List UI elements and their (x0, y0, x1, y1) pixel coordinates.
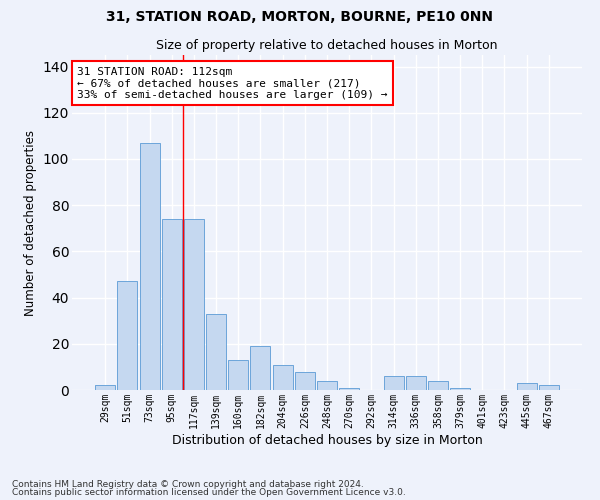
Bar (317, 381, 337, 390)
Text: Contains public sector information licensed under the Open Government Licence v3: Contains public sector information licen… (12, 488, 406, 497)
Bar (228, 360, 248, 390)
Bar (339, 388, 359, 390)
Bar (406, 376, 426, 390)
Title: Size of property relative to detached houses in Morton: Size of property relative to detached ho… (156, 40, 498, 52)
Bar (118, 282, 137, 390)
Bar (517, 383, 536, 390)
Bar (383, 376, 404, 390)
Bar (428, 381, 448, 390)
Bar (184, 219, 204, 390)
Text: Contains HM Land Registry data © Crown copyright and database right 2024.: Contains HM Land Registry data © Crown c… (12, 480, 364, 489)
Bar (295, 372, 315, 390)
Bar (272, 364, 293, 390)
Y-axis label: Number of detached properties: Number of detached properties (24, 130, 37, 316)
X-axis label: Distribution of detached houses by size in Morton: Distribution of detached houses by size … (172, 434, 482, 446)
Bar (162, 219, 182, 390)
Bar (539, 386, 559, 390)
Bar (140, 143, 160, 390)
Bar (95, 386, 115, 390)
Text: 31 STATION ROAD: 112sqm
← 67% of detached houses are smaller (217)
33% of semi-d: 31 STATION ROAD: 112sqm ← 67% of detache… (77, 66, 388, 100)
Bar (450, 388, 470, 390)
Bar (250, 346, 271, 390)
Bar (206, 314, 226, 390)
Text: 31, STATION ROAD, MORTON, BOURNE, PE10 0NN: 31, STATION ROAD, MORTON, BOURNE, PE10 0… (107, 10, 493, 24)
